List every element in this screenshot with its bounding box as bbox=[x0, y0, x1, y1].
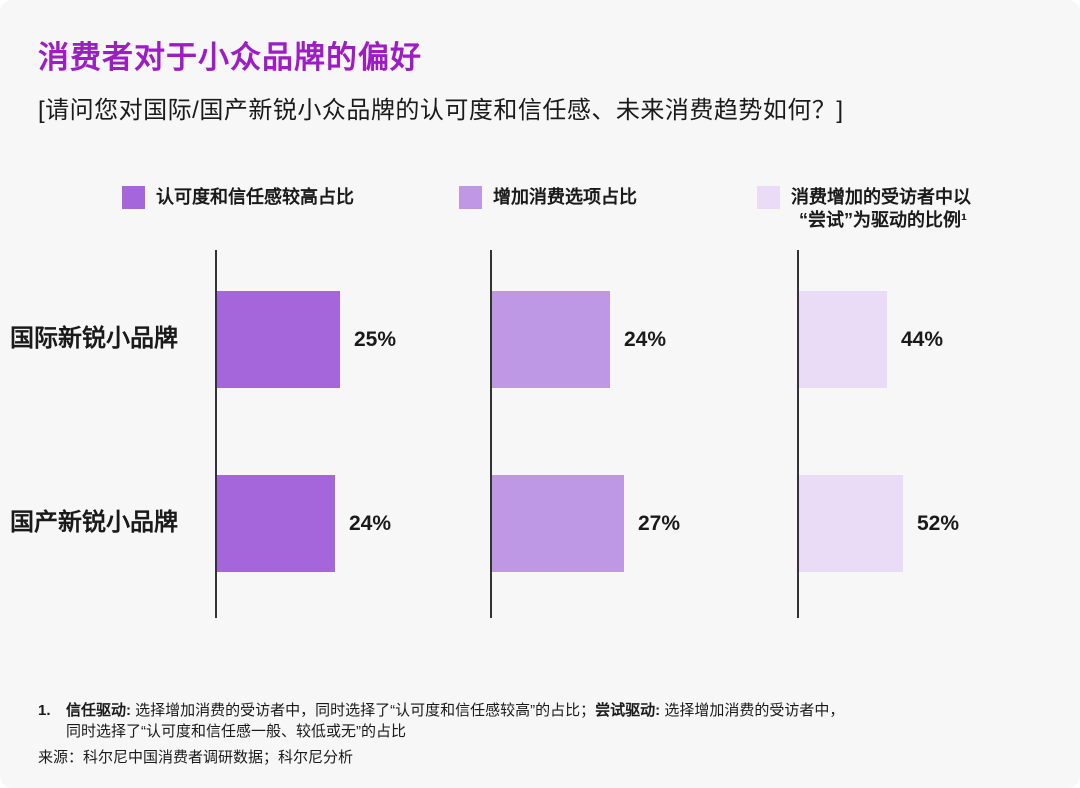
footnote-bold-trial: 尝试驱动: bbox=[595, 702, 661, 719]
legend-label-trial: 消费增加的受访者中以 “尝试”为驱动的比例¹ bbox=[791, 186, 971, 232]
chart-column-increase: 24% 27% bbox=[490, 250, 775, 618]
bar-row: 52% bbox=[799, 475, 959, 572]
page-subtitle: [请问您对国际/国产新锐小众品牌的认可度和信任感、未来消费趋势如何？] bbox=[38, 97, 844, 124]
legend-item-increase: 增加消费选项占比 bbox=[459, 186, 637, 209]
bar-international-trial bbox=[799, 291, 887, 388]
legend-item-trial: 消费增加的受访者中以 “尝试”为驱动的比例¹ bbox=[757, 186, 971, 232]
footnote-text: 信任驱动: 选择增加消费的受访者中，同时选择了“认可度和信任感较高”的占比；尝试… bbox=[66, 700, 844, 742]
legend-label-trial-line1: 消费增加的受访者中以 bbox=[791, 187, 971, 207]
value-label-international-increase: 24% bbox=[624, 327, 667, 351]
bar-domestic-trust bbox=[217, 475, 335, 572]
value-label-domestic-increase: 27% bbox=[638, 511, 681, 535]
source-line: 来源：科尔尼中国消费者调研数据；科尔尼分析 bbox=[38, 749, 354, 766]
value-label-domestic-trial: 52% bbox=[917, 511, 960, 535]
axis-line-trust bbox=[215, 250, 217, 618]
bar-row: 24% bbox=[492, 291, 666, 388]
footnote-text-1: 选择增加消费的受访者中，同时选择了“认可度和信任感较高”的占比； bbox=[131, 702, 596, 719]
bar-international-trust bbox=[217, 291, 340, 388]
row-label-domestic: 国产新锐小品牌 bbox=[10, 509, 178, 536]
footnote-text-2: 选择增加消费的受访者中， 同时选择了“认可度和信任感一般、较低或无”的占比 bbox=[66, 702, 845, 740]
axis-line-increase bbox=[490, 250, 492, 618]
bar-domestic-trial bbox=[799, 475, 903, 572]
footnote-bold-trust: 信任驱动: bbox=[66, 702, 131, 719]
axis-line-trial bbox=[797, 250, 799, 618]
legend-label-trial-line2: “尝试”为驱动的比例¹ bbox=[799, 210, 967, 230]
legend-label-trust: 认可度和信任感较高占比 bbox=[156, 187, 354, 207]
bar-row: 25% bbox=[217, 291, 396, 388]
bar-domestic-increase bbox=[492, 475, 624, 572]
bar-international-increase bbox=[492, 291, 610, 388]
bar-row: 24% bbox=[217, 475, 391, 572]
bar-row: 27% bbox=[492, 475, 680, 572]
legend-label-increase: 增加消费选项占比 bbox=[493, 187, 637, 207]
legend-swatch-trial-icon bbox=[757, 186, 780, 209]
legend-item-trust: 认可度和信任感较高占比 bbox=[122, 186, 354, 209]
bar-row: 44% bbox=[799, 291, 943, 388]
value-label-domestic-trust: 24% bbox=[349, 511, 392, 535]
row-label-international: 国际新锐小品牌 bbox=[10, 325, 178, 352]
chart-column-trial: 44% 52% bbox=[797, 250, 1080, 618]
value-label-international-trial: 44% bbox=[901, 327, 944, 351]
footnote-number: 1. bbox=[38, 702, 51, 719]
legend-swatch-increase-icon bbox=[459, 186, 482, 209]
chart-column-trust: 25% 24% bbox=[215, 250, 500, 618]
legend-swatch-trust-icon bbox=[122, 186, 145, 209]
value-label-international-trust: 25% bbox=[354, 327, 397, 351]
footnote: 1. 信任驱动: 选择增加消费的受访者中，同时选择了“认可度和信任感较高”的占比… bbox=[38, 700, 1018, 742]
page-title: 消费者对于小众品牌的偏好 bbox=[38, 40, 422, 75]
